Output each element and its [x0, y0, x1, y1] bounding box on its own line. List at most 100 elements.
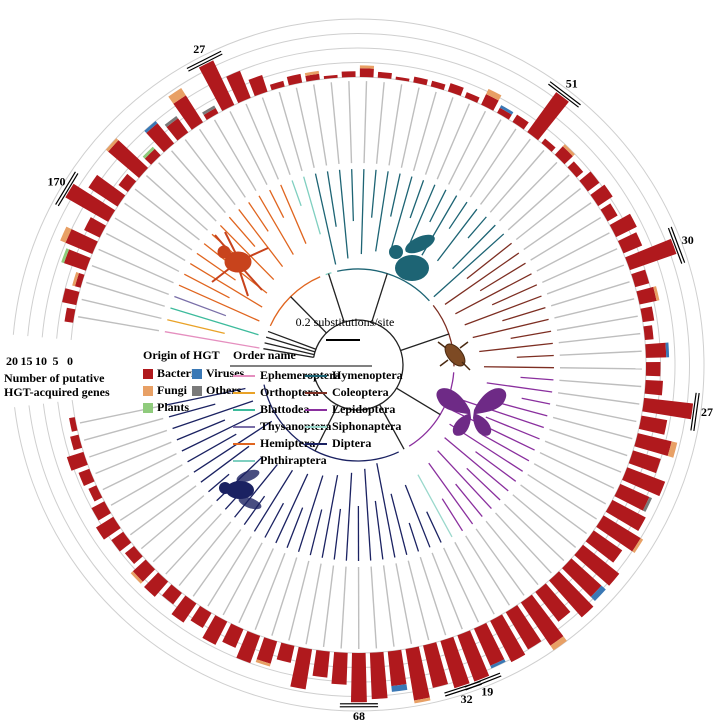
bar-segment [430, 80, 446, 91]
bar-segment [323, 74, 338, 80]
y-tick-label: 10 [35, 354, 47, 368]
bar-segment [190, 605, 212, 628]
bar-segment [290, 646, 313, 690]
species-label [556, 315, 638, 331]
bar-segment [520, 594, 564, 646]
legend-label: Viruses [206, 366, 245, 380]
tree-branch [165, 387, 246, 406]
bar-segment [255, 659, 271, 667]
bar-segment [276, 642, 295, 663]
species-label [536, 232, 610, 272]
tree-branch [452, 224, 496, 270]
bar-segment [562, 558, 602, 597]
bar-segment [142, 146, 155, 159]
tree-branch [187, 433, 237, 463]
axis-break [667, 227, 683, 264]
species-label [459, 119, 502, 191]
legend-label: Plants [157, 400, 189, 414]
axis-break [444, 680, 481, 694]
bar-segment [490, 614, 526, 663]
bar-segment [202, 105, 216, 116]
break-value-label: 170 [48, 174, 66, 188]
bar-segment [236, 630, 261, 664]
bar-segment [248, 75, 268, 97]
tree-branch [483, 366, 554, 369]
y-axis-title: Number of putative HGT-acquired genes [4, 371, 110, 399]
bar-segment [65, 229, 98, 254]
axis-break [188, 53, 223, 72]
tree-branch [371, 273, 388, 323]
bar-segment [490, 659, 506, 669]
tree-branch [364, 468, 372, 561]
tree-branch [258, 195, 294, 255]
species-label [198, 128, 246, 198]
y-tick-label: 15 [21, 354, 33, 368]
tree-branch [280, 184, 307, 244]
species-label [348, 81, 353, 164]
species-label [305, 563, 322, 645]
bar-segment [256, 637, 278, 664]
tree-branch [466, 242, 512, 280]
beetle-silhouette [437, 341, 471, 371]
species-label [436, 103, 471, 180]
tree-branch [193, 420, 273, 473]
tree-branch [170, 307, 259, 336]
bar-segment [527, 92, 569, 141]
legend-label: Bacteria [157, 366, 200, 380]
tree-branch [286, 507, 304, 548]
species-label [171, 150, 226, 214]
tree-branch [360, 169, 365, 255]
legend-label: Fungi [157, 383, 188, 397]
bar-segment [60, 226, 72, 243]
bar-segment [605, 499, 646, 531]
species-label [213, 119, 257, 192]
species-label [119, 474, 190, 521]
bar-segment [535, 583, 571, 622]
order-legend-label: Blattodea [260, 402, 309, 416]
tree-branch [228, 216, 256, 247]
bee-silhouette [389, 234, 435, 281]
bar-segment [168, 88, 186, 104]
tree-branch [265, 336, 316, 353]
tree-branch [219, 224, 275, 281]
species-label [443, 547, 480, 623]
tree-branch [400, 333, 450, 352]
species-label [192, 529, 242, 597]
species-label [447, 110, 487, 185]
bar-segment [554, 146, 573, 165]
species-label [431, 552, 463, 630]
bar-segment [66, 451, 88, 471]
tree-branch [345, 472, 353, 561]
tree-branch [267, 330, 317, 350]
tree-branch [441, 498, 464, 532]
bar-segment [562, 144, 575, 157]
axis-break [690, 392, 697, 431]
grid-ring [27, 33, 690, 697]
tree-branch [264, 502, 285, 538]
bar-segment [64, 307, 76, 323]
bar-segment [497, 107, 512, 120]
bar-segment [550, 636, 567, 651]
tree-branch [164, 331, 260, 349]
species-label [489, 149, 545, 213]
bar-segment [625, 238, 677, 271]
species-label [229, 111, 268, 185]
tree-branch [291, 180, 302, 207]
species-label [83, 417, 164, 441]
species-label [559, 379, 642, 388]
species-label [388, 84, 403, 166]
bar-segment [95, 516, 121, 540]
tree-branch [189, 263, 263, 308]
break-value-label: 68 [353, 709, 365, 720]
species-label [110, 464, 183, 506]
fly-silhouette [219, 469, 262, 510]
species-label [530, 216, 602, 261]
tree-branch [481, 433, 530, 462]
tree-branch [485, 416, 540, 440]
species-label [419, 556, 447, 636]
bar-segment [162, 584, 182, 605]
tree-branch [200, 445, 250, 483]
bar-segment [203, 108, 219, 120]
tree-branch [351, 169, 355, 222]
